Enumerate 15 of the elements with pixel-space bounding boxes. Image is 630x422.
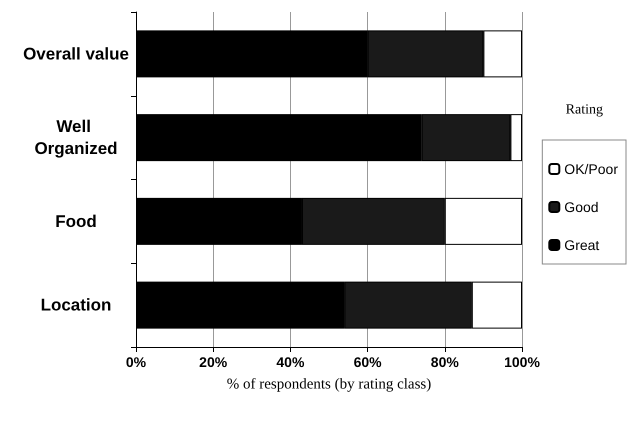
legend-label: OK/Poor <box>564 161 618 177</box>
y-tick-label: Well Organized <box>34 117 118 158</box>
y-tick-label: Overall value <box>23 44 129 64</box>
x-axis-title: % of respondents (by rating class) <box>226 376 432 392</box>
legend-title: Rating <box>566 102 604 118</box>
x-tick-label: 0% <box>126 354 147 370</box>
x-tick-label: 40% <box>276 354 305 370</box>
x-tick-label: 60% <box>354 354 382 370</box>
x-tick-label: 20% <box>199 354 228 370</box>
legend-label: Good <box>564 199 599 215</box>
x-tick-label: 100% <box>504 354 540 370</box>
y-tick-label: Food <box>55 212 97 231</box>
legend-label: Great <box>564 237 600 253</box>
x-tick-label: 80% <box>430 354 460 370</box>
y-tick-label: Location <box>40 296 112 315</box>
